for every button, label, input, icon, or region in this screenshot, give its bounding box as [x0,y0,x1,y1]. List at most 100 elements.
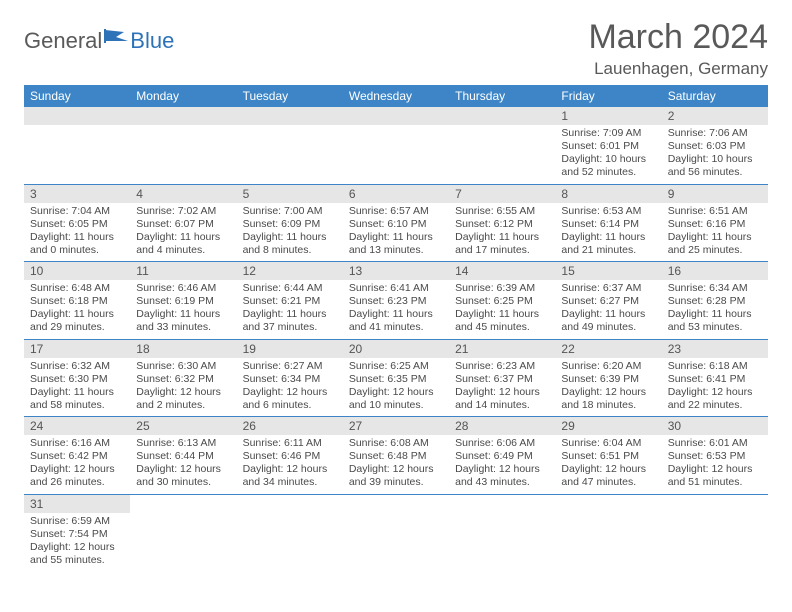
day-number: 21 [449,340,555,358]
sunrise-line: Sunrise: 6:25 AM [349,360,443,373]
day-data [343,125,449,179]
day-number: 24 [24,417,130,435]
calendar-cell: 22Sunrise: 6:20 AMSunset: 6:39 PMDayligh… [555,339,661,417]
sunrise-line: Sunrise: 6:06 AM [455,437,549,450]
sunset-line: Sunset: 6:10 PM [349,218,443,231]
sunset-line: Sunset: 6:12 PM [455,218,549,231]
day-data [237,125,343,179]
calendar-cell: 31Sunrise: 6:59 AMSunset: 7:54 PMDayligh… [24,494,130,571]
day-number: 22 [555,340,661,358]
daylight-line: Daylight: 11 hours and 49 minutes. [561,308,655,334]
sunset-line: Sunset: 6:21 PM [243,295,337,308]
sunset-line: Sunset: 6:19 PM [136,295,230,308]
day-data: Sunrise: 6:41 AMSunset: 6:23 PMDaylight:… [343,280,449,339]
day-number: 19 [237,340,343,358]
day-data: Sunrise: 6:44 AMSunset: 6:21 PMDaylight:… [237,280,343,339]
calendar-cell: 28Sunrise: 6:06 AMSunset: 6:49 PMDayligh… [449,417,555,495]
sunrise-line: Sunrise: 6:11 AM [243,437,337,450]
weekday-header-row: SundayMondayTuesdayWednesdayThursdayFrid… [24,85,768,107]
sunrise-line: Sunrise: 7:02 AM [136,205,230,218]
day-number [343,495,449,513]
title-block: March 2024 Lauenhagen, Germany [588,18,768,79]
day-data: Sunrise: 6:59 AMSunset: 7:54 PMDaylight:… [24,513,130,572]
day-data: Sunrise: 6:18 AMSunset: 6:41 PMDaylight:… [662,358,768,417]
calendar-cell: 26 Sunrise: 6:11 AMSunset: 6:46 PMDayligh… [237,417,343,495]
weekday-header: Friday [555,85,661,107]
daylight-line: Daylight: 12 hours and 22 minutes. [668,386,762,412]
day-data: Sunrise: 6:27 AMSunset: 6:34 PMDaylight:… [237,358,343,417]
calendar-cell [662,494,768,571]
weekday-header: Tuesday [237,85,343,107]
day-number: 20 [343,340,449,358]
day-data [130,513,236,567]
day-data: Sunrise: 7:00 AMSunset: 6:09 PMDaylight:… [237,203,343,262]
calendar-row: 17Sunrise: 6:32 AMSunset: 6:30 PMDayligh… [24,339,768,417]
day-data [555,513,661,567]
day-data: Sunrise: 7:04 AMSunset: 6:05 PMDaylight:… [24,203,130,262]
flag-icon [104,25,130,51]
day-data: Sunrise: 6:25 AMSunset: 6:35 PMDaylight:… [343,358,449,417]
day-data: Sunrise: 6:30 AMSunset: 6:32 PMDaylight:… [130,358,236,417]
day-data: Sunrise: 6:46 AMSunset: 6:19 PMDaylight:… [130,280,236,339]
day-number [449,495,555,513]
calendar-cell: 27Sunrise: 6:08 AMSunset: 6:48 PMDayligh… [343,417,449,495]
calendar-row: 31Sunrise: 6:59 AMSunset: 7:54 PMDayligh… [24,494,768,571]
daylight-line: Daylight: 11 hours and 29 minutes. [30,308,124,334]
calendar-cell: 24Sunrise: 6:16 AMSunset: 6:42 PMDayligh… [24,417,130,495]
day-number: 3 [24,185,130,203]
calendar-cell [449,107,555,184]
calendar-cell [343,494,449,571]
daylight-line: Daylight: 12 hours and 39 minutes. [349,463,443,489]
day-number: 9 [662,185,768,203]
calendar-cell: 5Sunrise: 7:00 AMSunset: 6:09 PMDaylight… [237,184,343,262]
calendar-cell: 4Sunrise: 7:02 AMSunset: 6:07 PMDaylight… [130,184,236,262]
day-data: Sunrise: 6:32 AMSunset: 6:30 PMDaylight:… [24,358,130,417]
sunset-line: Sunset: 6:05 PM [30,218,124,231]
day-data: Sunrise: 6:57 AMSunset: 6:10 PMDaylight:… [343,203,449,262]
logo-text-2: Blue [130,28,174,54]
daylight-line: Daylight: 11 hours and 41 minutes. [349,308,443,334]
sunrise-line: Sunrise: 6:16 AM [30,437,124,450]
sunrise-line: Sunrise: 6:04 AM [561,437,655,450]
day-data: Sunrise: 6:08 AMSunset: 6:48 PMDaylight:… [343,435,449,494]
sunset-line: Sunset: 6:37 PM [455,373,549,386]
sunset-line: Sunset: 6:46 PM [243,450,337,463]
sunset-line: Sunset: 6:32 PM [136,373,230,386]
day-number: 18 [130,340,236,358]
calendar-cell [449,494,555,571]
calendar-row: 1Sunrise: 7:09 AMSunset: 6:01 PMDaylight… [24,107,768,184]
daylight-line: Daylight: 12 hours and 34 minutes. [243,463,337,489]
sunrise-line: Sunrise: 7:04 AM [30,205,124,218]
sunrise-line: Sunrise: 6:41 AM [349,282,443,295]
calendar-table: SundayMondayTuesdayWednesdayThursdayFrid… [24,85,768,571]
calendar-cell: 21Sunrise: 6:23 AMSunset: 6:37 PMDayligh… [449,339,555,417]
day-number [343,107,449,125]
calendar-cell: 30Sunrise: 6:01 AMSunset: 6:53 PMDayligh… [662,417,768,495]
sunset-line: Sunset: 6:53 PM [668,450,762,463]
calendar-row: 3Sunrise: 7:04 AMSunset: 6:05 PMDaylight… [24,184,768,262]
day-data [662,513,768,567]
sunrise-line: Sunrise: 7:06 AM [668,127,762,140]
daylight-line: Daylight: 12 hours and 55 minutes. [30,541,124,567]
day-number: 26 [237,417,343,435]
day-data: Sunrise: 7:06 AMSunset: 6:03 PMDaylight:… [662,125,768,184]
sunrise-line: Sunrise: 6:13 AM [136,437,230,450]
day-data [24,125,130,179]
day-data: Sunrise: 6:39 AMSunset: 6:25 PMDaylight:… [449,280,555,339]
daylight-line: Daylight: 11 hours and 8 minutes. [243,231,337,257]
day-number [237,107,343,125]
sunrise-line: Sunrise: 6:39 AM [455,282,549,295]
day-number [237,495,343,513]
day-data [130,125,236,179]
calendar-cell [555,494,661,571]
day-data: Sunrise: 7:02 AMSunset: 6:07 PMDaylight:… [130,203,236,262]
calendar-cell: 11Sunrise: 6:46 AMSunset: 6:19 PMDayligh… [130,262,236,340]
daylight-line: Daylight: 12 hours and 43 minutes. [455,463,549,489]
calendar-cell: 10Sunrise: 6:48 AMSunset: 6:18 PMDayligh… [24,262,130,340]
daylight-line: Daylight: 12 hours and 47 minutes. [561,463,655,489]
sunrise-line: Sunrise: 7:09 AM [561,127,655,140]
day-number: 23 [662,340,768,358]
weekday-header: Monday [130,85,236,107]
day-number [24,107,130,125]
day-data [343,513,449,567]
